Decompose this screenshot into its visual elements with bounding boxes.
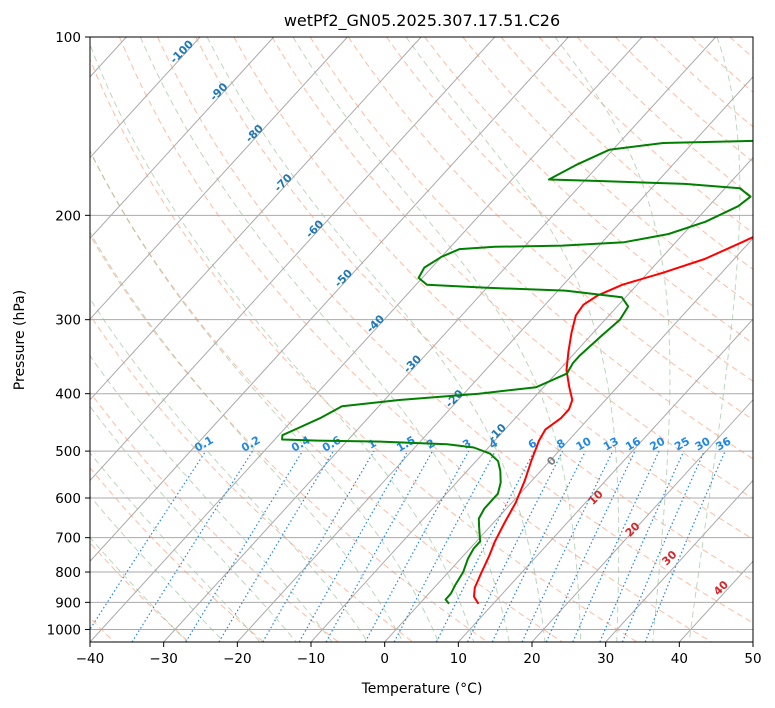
moist-adiabat: [206, 37, 546, 642]
isotherm: [90, 37, 201, 159]
dry-adiabat: [90, 234, 488, 642]
moist-adiabat: [90, 297, 369, 642]
dry-adiabat: [118, 37, 712, 642]
isotherm: [163, 37, 717, 642]
mixing-ratio-line: [185, 450, 304, 642]
plot-grid: [90, 37, 753, 642]
dry-adiabat: [157, 37, 753, 624]
y-tick-label: 600: [55, 491, 81, 507]
isotherm: [90, 37, 496, 482]
y-axis-label: Pressure (hPa): [12, 290, 28, 390]
isotherm: [90, 37, 275, 240]
dry-adiabat: [576, 37, 753, 198]
mixing-ratio-line: [393, 450, 496, 642]
dry-adiabat: [424, 37, 753, 344]
moist-adiabat: [688, 37, 741, 642]
dry-adiabat: [233, 37, 753, 540]
chart-title: wetPf2_GN05.2025.307.17.51.C26: [284, 11, 560, 31]
moist-adiabat: [90, 149, 439, 642]
mixing-ratio-line: [90, 450, 207, 631]
mixing-ratio-line: [599, 450, 685, 642]
moist-adiabat: [90, 354, 333, 642]
moist-adiabat: [90, 43, 475, 642]
x-tick-label: 30: [597, 651, 614, 667]
isotherm: [384, 237, 753, 642]
x-tick-label: 50: [744, 651, 761, 667]
moist-adiabat: [292, 37, 582, 642]
dry-adiabat: [90, 149, 563, 642]
mixing-ratio-line: [325, 450, 434, 642]
mixing-ratio-line: [572, 450, 660, 642]
mixing-ratio-line: [621, 450, 705, 642]
y-tick-label: 900: [55, 595, 81, 611]
y-tick-label: 500: [55, 444, 81, 460]
isotherm: [457, 318, 753, 642]
isotherm: [90, 37, 643, 642]
mixing-ratio-line: [131, 450, 254, 642]
dry-adiabat: [462, 37, 753, 307]
isotherm: [531, 399, 753, 642]
x-tick-label: −10: [297, 651, 326, 667]
moist-adiabat: [554, 37, 671, 642]
dewpoint-line: [281, 139, 753, 605]
dry-adiabat: [538, 37, 753, 234]
x-tick-label: 10: [450, 651, 467, 667]
x-tick-label: −30: [149, 651, 178, 667]
plot-frame: [89, 36, 754, 643]
axes: −40 −30 −20 −10 0 10 20 30 40 50 100 200 300 400 500 60…: [47, 30, 762, 667]
dry-adiabat: [90, 391, 339, 642]
y-tick-label: 100: [55, 30, 81, 46]
y-tick-label: 800: [55, 565, 81, 581]
dry-adiabat: [347, 37, 753, 421]
isotherm: [236, 76, 753, 642]
x-tick-label: 20: [523, 651, 540, 667]
y-tick-label: 200: [55, 208, 81, 224]
isotherm: [90, 37, 569, 563]
dry-adiabat: [195, 37, 753, 582]
x-tick-label: 0: [380, 651, 389, 667]
dry-adiabat: [271, 37, 753, 500]
x-tick-label: −40: [76, 651, 105, 667]
x-tick-label: 40: [671, 651, 688, 667]
mixing-ratio-line: [644, 450, 726, 642]
y-tick-label: 1000: [47, 622, 81, 638]
moist-adiabat: [90, 536, 188, 642]
isotherm: [90, 37, 422, 401]
x-tick-label: −20: [223, 651, 252, 667]
moist-adiabat: [90, 231, 404, 642]
isotherm: [310, 156, 753, 642]
dry-adiabat: [90, 314, 414, 642]
x-axis-label: Temperature (°C): [361, 681, 483, 697]
profile-series: [281, 139, 753, 605]
mixing-ratio-line: [364, 450, 470, 642]
dry-adiabat: [386, 37, 753, 382]
y-tick-label: 400: [55, 387, 81, 403]
isotherm: [605, 479, 753, 642]
mixing-ratio-line: [466, 450, 564, 642]
y-tick-label: 300: [55, 313, 81, 329]
y-tick-label: 700: [55, 531, 81, 547]
isotherm: [90, 37, 348, 320]
dry-adiabat: [90, 58, 638, 642]
moist-adiabat: [90, 495, 225, 642]
